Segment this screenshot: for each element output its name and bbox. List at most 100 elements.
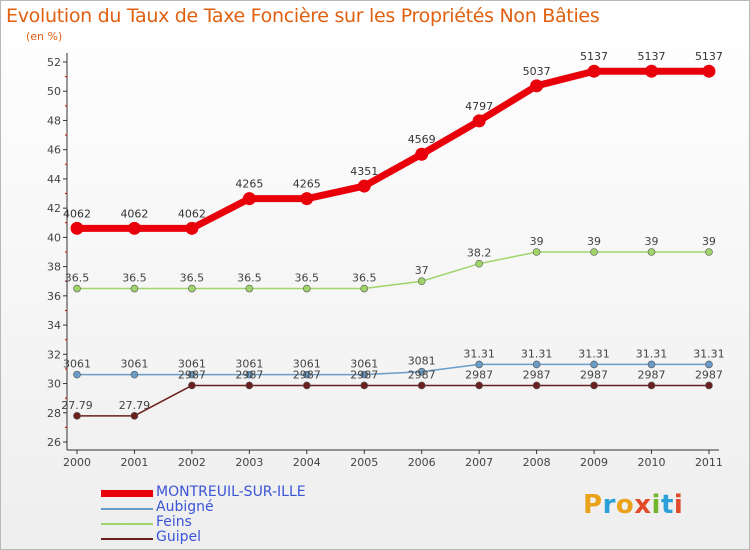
data-point <box>530 79 544 93</box>
data-point <box>188 370 196 379</box>
y-tick-label: 30 <box>47 378 61 391</box>
data-point <box>647 248 656 256</box>
y-tick-label: 40 <box>47 231 61 244</box>
logo-letter: r <box>602 490 616 520</box>
data-label: 4351 <box>350 165 378 178</box>
data-label: 39 <box>702 235 716 248</box>
series-line-Guipel <box>76 384 710 417</box>
logo-letter: t <box>660 490 674 520</box>
legend-label: Feins <box>156 514 192 530</box>
data-label: 31.31 <box>578 347 610 360</box>
data-label: 31.31 <box>521 347 553 360</box>
data-point <box>702 64 716 78</box>
legend-swatch <box>101 508 153 510</box>
y-tick-label: 32 <box>47 348 61 361</box>
data-label: 31.31 <box>693 347 725 360</box>
data-label: 2987 <box>178 368 206 381</box>
data-label: 39 <box>587 235 601 248</box>
y-tick-label: 38 <box>47 261 61 274</box>
data-label: 5137 <box>580 50 608 63</box>
data-point <box>475 381 483 390</box>
data-point <box>130 284 139 293</box>
y-tick-label: 46 <box>47 144 61 157</box>
data-label: 3061 <box>293 358 321 371</box>
data-point <box>590 360 598 369</box>
data-label: 27.79 <box>119 399 151 412</box>
legend-swatch <box>101 523 153 525</box>
data-point <box>475 259 483 268</box>
x-tick-label: 2011 <box>695 456 723 469</box>
data-label: 4797 <box>465 100 493 113</box>
y-tick-label: 42 <box>47 202 61 215</box>
data-point <box>532 360 541 369</box>
data-point <box>245 370 254 379</box>
data-label: 3061 <box>120 358 148 371</box>
data-point <box>360 284 369 293</box>
data-label: 2987 <box>580 368 608 381</box>
data-label: 4062 <box>63 207 91 220</box>
data-point <box>130 412 139 420</box>
x-tick-label: 2002 <box>178 456 206 469</box>
data-label: 36.5 <box>122 272 147 285</box>
data-point <box>705 381 713 390</box>
data-label: 4062 <box>178 207 206 220</box>
data-point <box>245 284 254 293</box>
unit-label: (en %) <box>26 30 63 43</box>
proxiti-logo: Proxiti <box>583 490 683 520</box>
data-label: 36.5 <box>352 272 377 285</box>
data-label: 3061 <box>178 358 206 371</box>
data-point <box>300 192 314 206</box>
data-label: 3061 <box>63 358 91 371</box>
legend-label: Aubigné <box>156 499 214 515</box>
logo-letter: i <box>673 490 684 520</box>
data-label: 3081 <box>408 355 436 368</box>
x-tick-label: 2006 <box>408 456 436 469</box>
logo-letter: x <box>634 490 652 520</box>
y-tick-label: 36 <box>47 290 61 303</box>
chart-title: Evolution du Taux de Taxe Foncière sur l… <box>6 5 600 27</box>
data-label: 2987 <box>350 368 378 381</box>
x-tick-label: 2001 <box>120 456 148 469</box>
data-point <box>73 370 81 379</box>
data-point <box>705 248 713 256</box>
data-point <box>705 360 713 369</box>
data-label: 5137 <box>695 50 723 63</box>
data-point <box>70 221 84 235</box>
logo-letter: P <box>583 490 603 520</box>
logo-letter: o <box>615 490 635 520</box>
data-label: 39 <box>645 235 659 248</box>
data-label: 2987 <box>638 368 666 381</box>
y-tick-label: 28 <box>47 407 61 420</box>
y-tick-label: 34 <box>47 319 61 332</box>
x-tick-label: 2007 <box>465 456 493 469</box>
data-label: 38.2 <box>467 247 492 260</box>
legend-swatch <box>101 538 153 540</box>
data-point <box>73 412 81 420</box>
data-point <box>532 381 541 390</box>
data-label: 4062 <box>120 207 148 220</box>
y-tick-label: 44 <box>47 173 61 186</box>
legend-label: Guipel <box>156 529 202 545</box>
x-tick-label: 2005 <box>350 456 378 469</box>
data-point <box>130 370 139 379</box>
x-tick-label: 2004 <box>293 456 321 469</box>
x-tick-label: 2008 <box>523 456 551 469</box>
data-label: 2987 <box>523 368 551 381</box>
series-line-Feins <box>76 251 710 290</box>
data-point <box>360 370 369 379</box>
data-label: 31.31 <box>636 347 668 360</box>
legend-swatch <box>101 490 153 497</box>
data-point <box>590 248 598 256</box>
y-tick-label: 50 <box>47 85 61 98</box>
data-label: 36.5 <box>237 272 262 285</box>
data-label: 4265 <box>293 178 321 191</box>
x-tick-label: 2009 <box>580 456 608 469</box>
data-point <box>645 64 658 78</box>
data-label: 5037 <box>523 65 551 78</box>
data-point <box>185 221 199 235</box>
data-point <box>417 367 426 376</box>
y-tick-label: 26 <box>47 436 61 449</box>
data-label: 36.5 <box>65 272 90 285</box>
